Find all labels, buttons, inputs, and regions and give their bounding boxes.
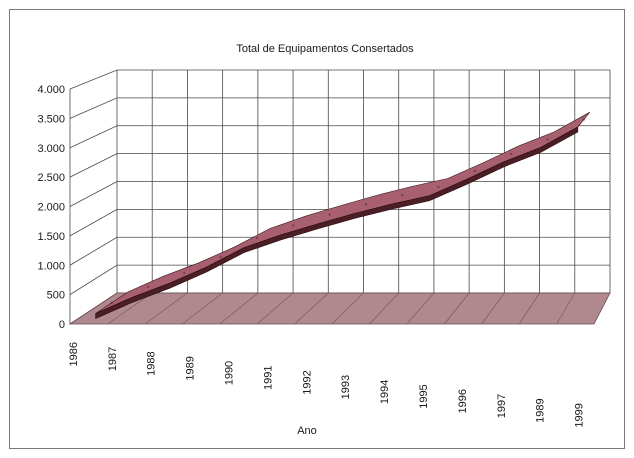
x-tick-label: 1990 [223, 361, 235, 385]
series-point [292, 224, 295, 227]
series-line [95, 111, 591, 319]
x-tick-label: 1999 [574, 403, 586, 427]
x-tick-label: 1987 [107, 347, 119, 371]
y-tick-label: 0 [59, 319, 65, 331]
floor-divider [294, 292, 329, 325]
y-tick-label: 1.500 [37, 231, 65, 243]
gridline-h [69, 97, 610, 119]
series-point [473, 169, 477, 173]
chart-floor [68, 292, 611, 325]
x-tick-label: 1988 [146, 351, 158, 375]
line-chart-3d: 05001.0001.5002.0002.5003.0003.5004.000 … [37, 43, 611, 437]
series-point [401, 193, 404, 197]
y-tick-label: 3.000 [37, 143, 65, 155]
floor-divider [144, 292, 188, 325]
gridlines [69, 69, 611, 325]
y-tick-label: 4.000 [37, 84, 65, 96]
x-tick-label: 1995 [418, 384, 430, 408]
y-tick-label: 2.500 [37, 172, 65, 184]
y-tick-label: 2.000 [37, 202, 65, 214]
series-point [219, 255, 222, 259]
x-tick-label: 1992 [301, 370, 313, 394]
floor-divider [518, 292, 540, 325]
series-point [437, 185, 440, 189]
floor-divider [481, 292, 505, 325]
series-point [582, 118, 586, 121]
floor-divider [182, 292, 223, 325]
floor-divider [406, 292, 435, 325]
y-axis-ticks: 0 500 1.000 1.500 2.000 2.500 3.000 3.500 4.000 [37, 84, 65, 331]
series-ribbon-front [95, 126, 579, 319]
series-point [255, 236, 259, 240]
x-axis-ticks: 1986 1987 1988 1989 1990 1991 1992 1993 1994 1995… [68, 342, 586, 428]
x-tick-label: 1991 [262, 366, 274, 390]
series-point [364, 203, 368, 206]
gridline-h [69, 236, 610, 266]
floor-divider [444, 292, 470, 325]
y-tick-label: 1.000 [37, 260, 65, 272]
floor-divider [107, 292, 153, 325]
x-tick-label: 1996 [457, 389, 469, 413]
x-tick-label: 1994 [379, 380, 391, 404]
x-axis-label: Ano [297, 425, 317, 437]
floor-divider [369, 292, 399, 325]
x-tick-label: 1989 [535, 398, 547, 422]
x-tick-label: 1993 [340, 375, 352, 399]
floor-divider [219, 292, 259, 325]
series-point [328, 213, 331, 216]
floor-divider [331, 292, 364, 325]
y-tick-label: 500 [47, 290, 65, 302]
x-tick-label: 1989 [185, 356, 197, 380]
series-point [509, 152, 513, 156]
chart-frame: 0 500 1.000 1.500 2.000 2.500 3.000 3.500 4.000 … [9, 9, 625, 449]
series-point [183, 271, 186, 275]
gridline-h [69, 69, 610, 90]
floor-divider [256, 292, 294, 325]
x-tick-label: 1986 [68, 342, 80, 366]
y-tick-label: 3.500 [37, 113, 65, 125]
x-tick-label: 1997 [496, 394, 508, 418]
chart-title: Total de Equipamentos Consertados [236, 43, 414, 55]
series-point [146, 285, 150, 288]
series-point [110, 301, 113, 304]
floor-divider [556, 292, 576, 325]
series-point [546, 138, 549, 141]
floor-plane [68, 292, 611, 325]
gridline-h [69, 181, 610, 207]
